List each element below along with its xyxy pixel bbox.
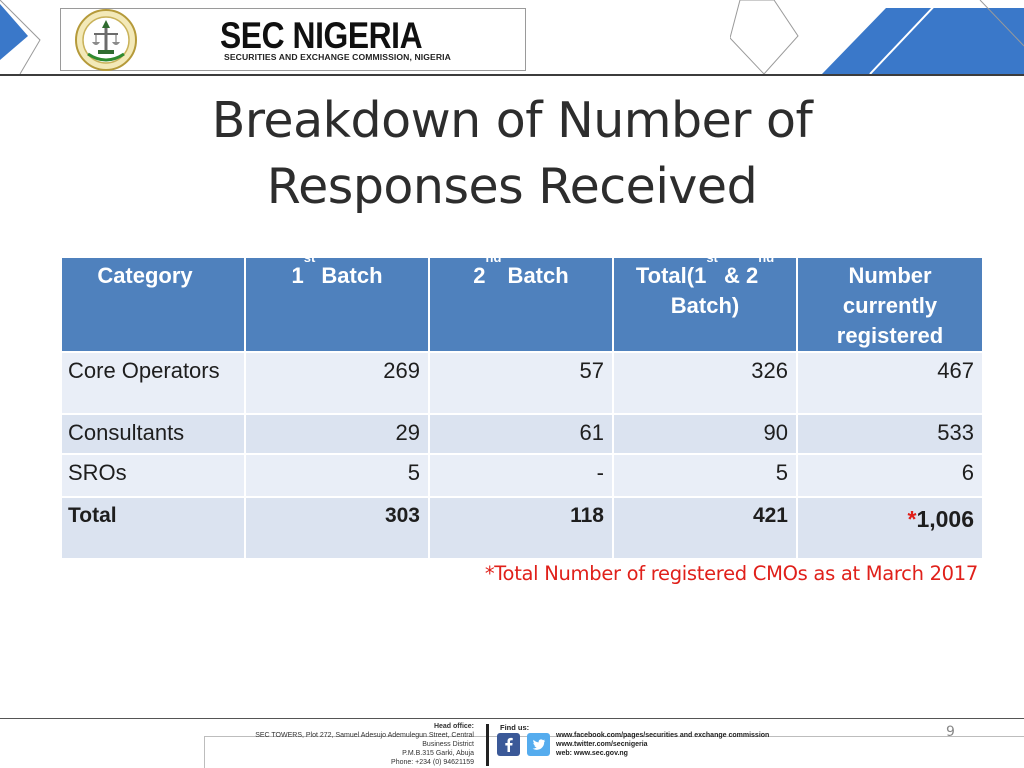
header-registered: Number currently registered (796, 256, 984, 353)
total-batch2: 118 (428, 496, 614, 560)
row-category: Consultants (60, 413, 246, 455)
row-batch2: - (428, 453, 614, 498)
address-line: P.M.B.315 Garki, Abuja (402, 750, 474, 757)
row-batch2: 61 (428, 413, 614, 455)
head-office-address: Head office: SEC TOWERS, Plot 272, Samue… (240, 722, 474, 767)
facebook-icon[interactable] (497, 733, 520, 756)
header-batch1: 1st Batch (244, 251, 430, 353)
row-registered: 467 (796, 351, 984, 415)
twitter-icon[interactable] (527, 733, 550, 756)
table-row: Consultants 29 61 90 533 (60, 413, 984, 455)
find-us-label: Find us: (500, 723, 530, 732)
social-links: www.facebook.com/pages/securities and ex… (556, 731, 769, 758)
footer-rule-secondary (204, 736, 1024, 737)
title-line-2: Responses Received (266, 158, 758, 215)
table-row: Core Operators 269 57 326 467 (60, 351, 984, 415)
row-total: 90 (612, 413, 798, 455)
row-batch1: 5 (244, 453, 430, 498)
row-batch1: 269 (244, 351, 430, 415)
row-batch1: 29 (244, 413, 430, 455)
title-line-1: Breakdown of Number of (211, 92, 813, 149)
header-category: Category (60, 256, 246, 353)
row-registered: 6 (796, 453, 984, 498)
row-category: SROs (60, 453, 246, 498)
header-total: Total(1st & 2nd Batch) (612, 251, 798, 353)
table-header-row: Category 1st Batch 2nd Batch Total(1st &… (60, 251, 984, 353)
logo-banner (60, 8, 526, 71)
website-link[interactable]: web: www.sec.gov.ng (556, 750, 628, 757)
row-batch2: 57 (428, 351, 614, 415)
right-corner-decoration (730, 0, 1024, 74)
total-batch1: 303 (244, 496, 430, 560)
facebook-link[interactable]: www.facebook.com/pages/securities and ex… (556, 732, 770, 739)
footer-box (204, 736, 504, 768)
address-line: Business District (422, 741, 474, 748)
total-total: 421 (612, 496, 798, 560)
address-line: Phone: +234 (0) 94621159 (391, 759, 474, 766)
table-row: SROs 5 - 5 6 (60, 453, 984, 498)
brand-subtitle: SECURITIES AND EXCHANGE COMMISSION, NIGE… (224, 52, 451, 62)
footer-rule (0, 718, 1024, 719)
page-number: 9 (946, 724, 955, 740)
page-title: Breakdown of Number of Responses Receive… (100, 88, 924, 220)
total-label: Total (60, 496, 246, 560)
footnote: *Total Number of registered CMOs as at M… (484, 562, 978, 585)
left-corner-decoration (0, 0, 62, 74)
total-registered: *1,006 (796, 496, 984, 560)
header-rule (0, 74, 1024, 76)
twitter-link[interactable]: www.twitter.com/secnigeria (556, 741, 648, 748)
asterisk-marker: * (907, 506, 917, 532)
address-line: SEC TOWERS, Plot 272, Samuel Adesujo Ade… (255, 732, 474, 739)
table-total-row: Total 303 118 421 *1,006 (60, 496, 984, 560)
responses-table: Category 1st Batch 2nd Batch Total(1st &… (60, 251, 984, 560)
head-office-title: Head office: (433, 723, 474, 730)
row-total: 5 (612, 453, 798, 498)
brand-title: SEC NIGERIA (220, 15, 423, 56)
row-registered: 533 (796, 413, 984, 455)
sec-seal-icon (75, 9, 137, 71)
row-total: 326 (612, 351, 798, 415)
header-batch2: 2nd Batch (428, 251, 614, 353)
footer-separator (486, 724, 489, 766)
row-category: Core Operators (60, 351, 246, 415)
